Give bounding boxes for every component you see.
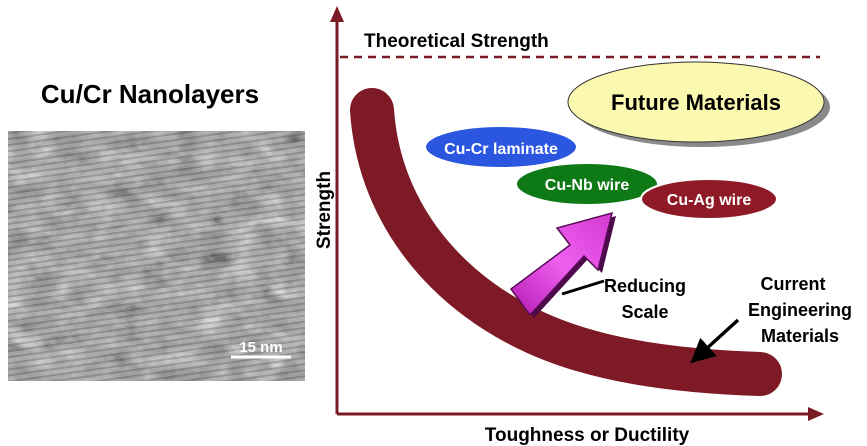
theoretical-strength-label: Theoretical Strength (364, 31, 549, 52)
current-materials-line2: Engineering (748, 300, 852, 320)
y-axis-label: Strength (314, 171, 335, 249)
current-materials-band (350, 88, 782, 396)
current-materials-line3: Materials (761, 326, 839, 346)
micrograph-title: Cu/Cr Nanolayers (41, 79, 259, 109)
material-label-cu-cr: Cu-Cr laminate (444, 141, 558, 158)
x-axis-arrowhead (808, 407, 824, 421)
material-cu-ag-wire: Cu-Ag wire (640, 178, 778, 220)
scale-bar-label: 15 nm (239, 339, 282, 356)
material-cu-nb-wire: Cu-Nb wire (515, 162, 659, 206)
y-axis-arrowhead (330, 6, 344, 22)
reducing-scale-line1: Reducing (604, 276, 686, 296)
reducing-scale-pointer (561, 279, 605, 296)
reducing-scale-arrow (509, 211, 616, 318)
current-materials-line1: Current (760, 274, 825, 294)
material-label-cu-nb: Cu-Nb wire (545, 177, 630, 194)
tem-micrograph (8, 131, 305, 381)
material-cu-cr-laminate: Cu-Cr laminate (424, 125, 578, 169)
future-materials-ellipse (567, 61, 825, 143)
x-axis-label: Toughness or Ductility (485, 425, 690, 446)
current-materials-pointer (690, 318, 740, 364)
reducing-scale-line2: Scale (621, 302, 668, 322)
material-label-cu-ag: Cu-Ag wire (667, 192, 752, 209)
future-materials-label: Future Materials (611, 90, 781, 115)
